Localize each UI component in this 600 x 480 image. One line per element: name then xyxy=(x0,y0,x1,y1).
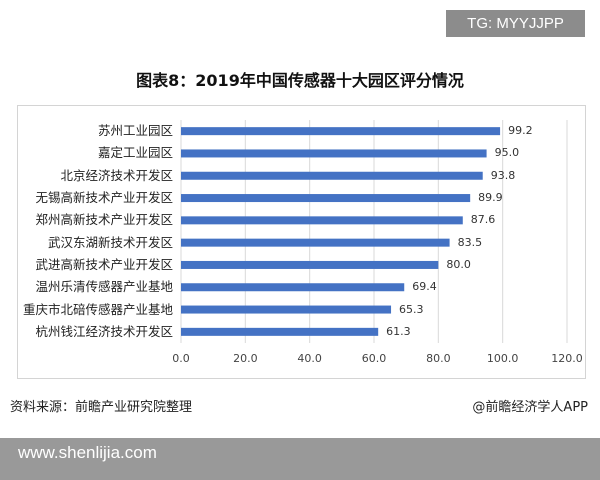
bar xyxy=(181,171,483,180)
bar xyxy=(181,305,392,314)
source-note: 资料来源：前瞻产业研究院整理 xyxy=(10,400,193,415)
category-label: 北京经济技术开发区 xyxy=(60,167,173,183)
site-banner xyxy=(0,438,600,480)
value-label: 83.5 xyxy=(457,235,483,249)
x-tick-label: 60.0 xyxy=(361,352,387,365)
category-label: 武进高新技术产业开发区 xyxy=(35,256,173,272)
bar xyxy=(181,260,439,269)
value-label: 99.2 xyxy=(508,124,533,138)
x-tick-label: 0.0 xyxy=(172,352,190,365)
bar xyxy=(181,194,471,203)
value-label: 87.6 xyxy=(470,213,496,227)
value-label: 80.0 xyxy=(446,257,471,271)
bar xyxy=(181,149,487,158)
category-label: 苏州工业园区 xyxy=(97,123,173,139)
category-label: 郑州高新技术产业开发区 xyxy=(35,212,173,228)
value-label: 65.3 xyxy=(399,302,424,316)
category-label: 嘉定工业园区 xyxy=(97,145,173,161)
site-url: www.shenlijia.com xyxy=(18,443,157,462)
value-label: 69.4 xyxy=(412,280,437,294)
category-label: 武汉东湖新技术开发区 xyxy=(47,234,173,250)
bar xyxy=(181,238,450,247)
brand-note: @前瞻经济学人APP xyxy=(472,400,588,415)
chart-title: 图表8：2019年中国传感器十大园区评分情况 xyxy=(136,71,464,90)
value-label: 61.3 xyxy=(386,324,411,338)
bar xyxy=(181,327,379,336)
value-label: 95.0 xyxy=(494,146,520,160)
value-label: 93.8 xyxy=(490,168,516,182)
x-tick-label: 100.0 xyxy=(486,352,519,365)
category-label: 重庆市北碚传感器产业基地 xyxy=(22,301,173,317)
x-tick-label: 80.0 xyxy=(426,352,451,365)
watermark-tag: TG: MYYJJPP xyxy=(446,10,585,37)
bar xyxy=(181,127,501,136)
x-tick-label: 40.0 xyxy=(297,352,322,365)
category-label: 杭州钱江经济技术开发区 xyxy=(35,323,173,339)
x-tick-label: 20.0 xyxy=(233,352,258,365)
bar xyxy=(181,283,405,292)
value-label: 89.9 xyxy=(478,191,503,205)
category-label: 无锡高新技术产业开发区 xyxy=(35,190,173,206)
x-tick-label: 120.0 xyxy=(551,352,583,365)
bar xyxy=(181,216,463,225)
category-label: 温州乐清传感器产业基地 xyxy=(35,279,173,295)
